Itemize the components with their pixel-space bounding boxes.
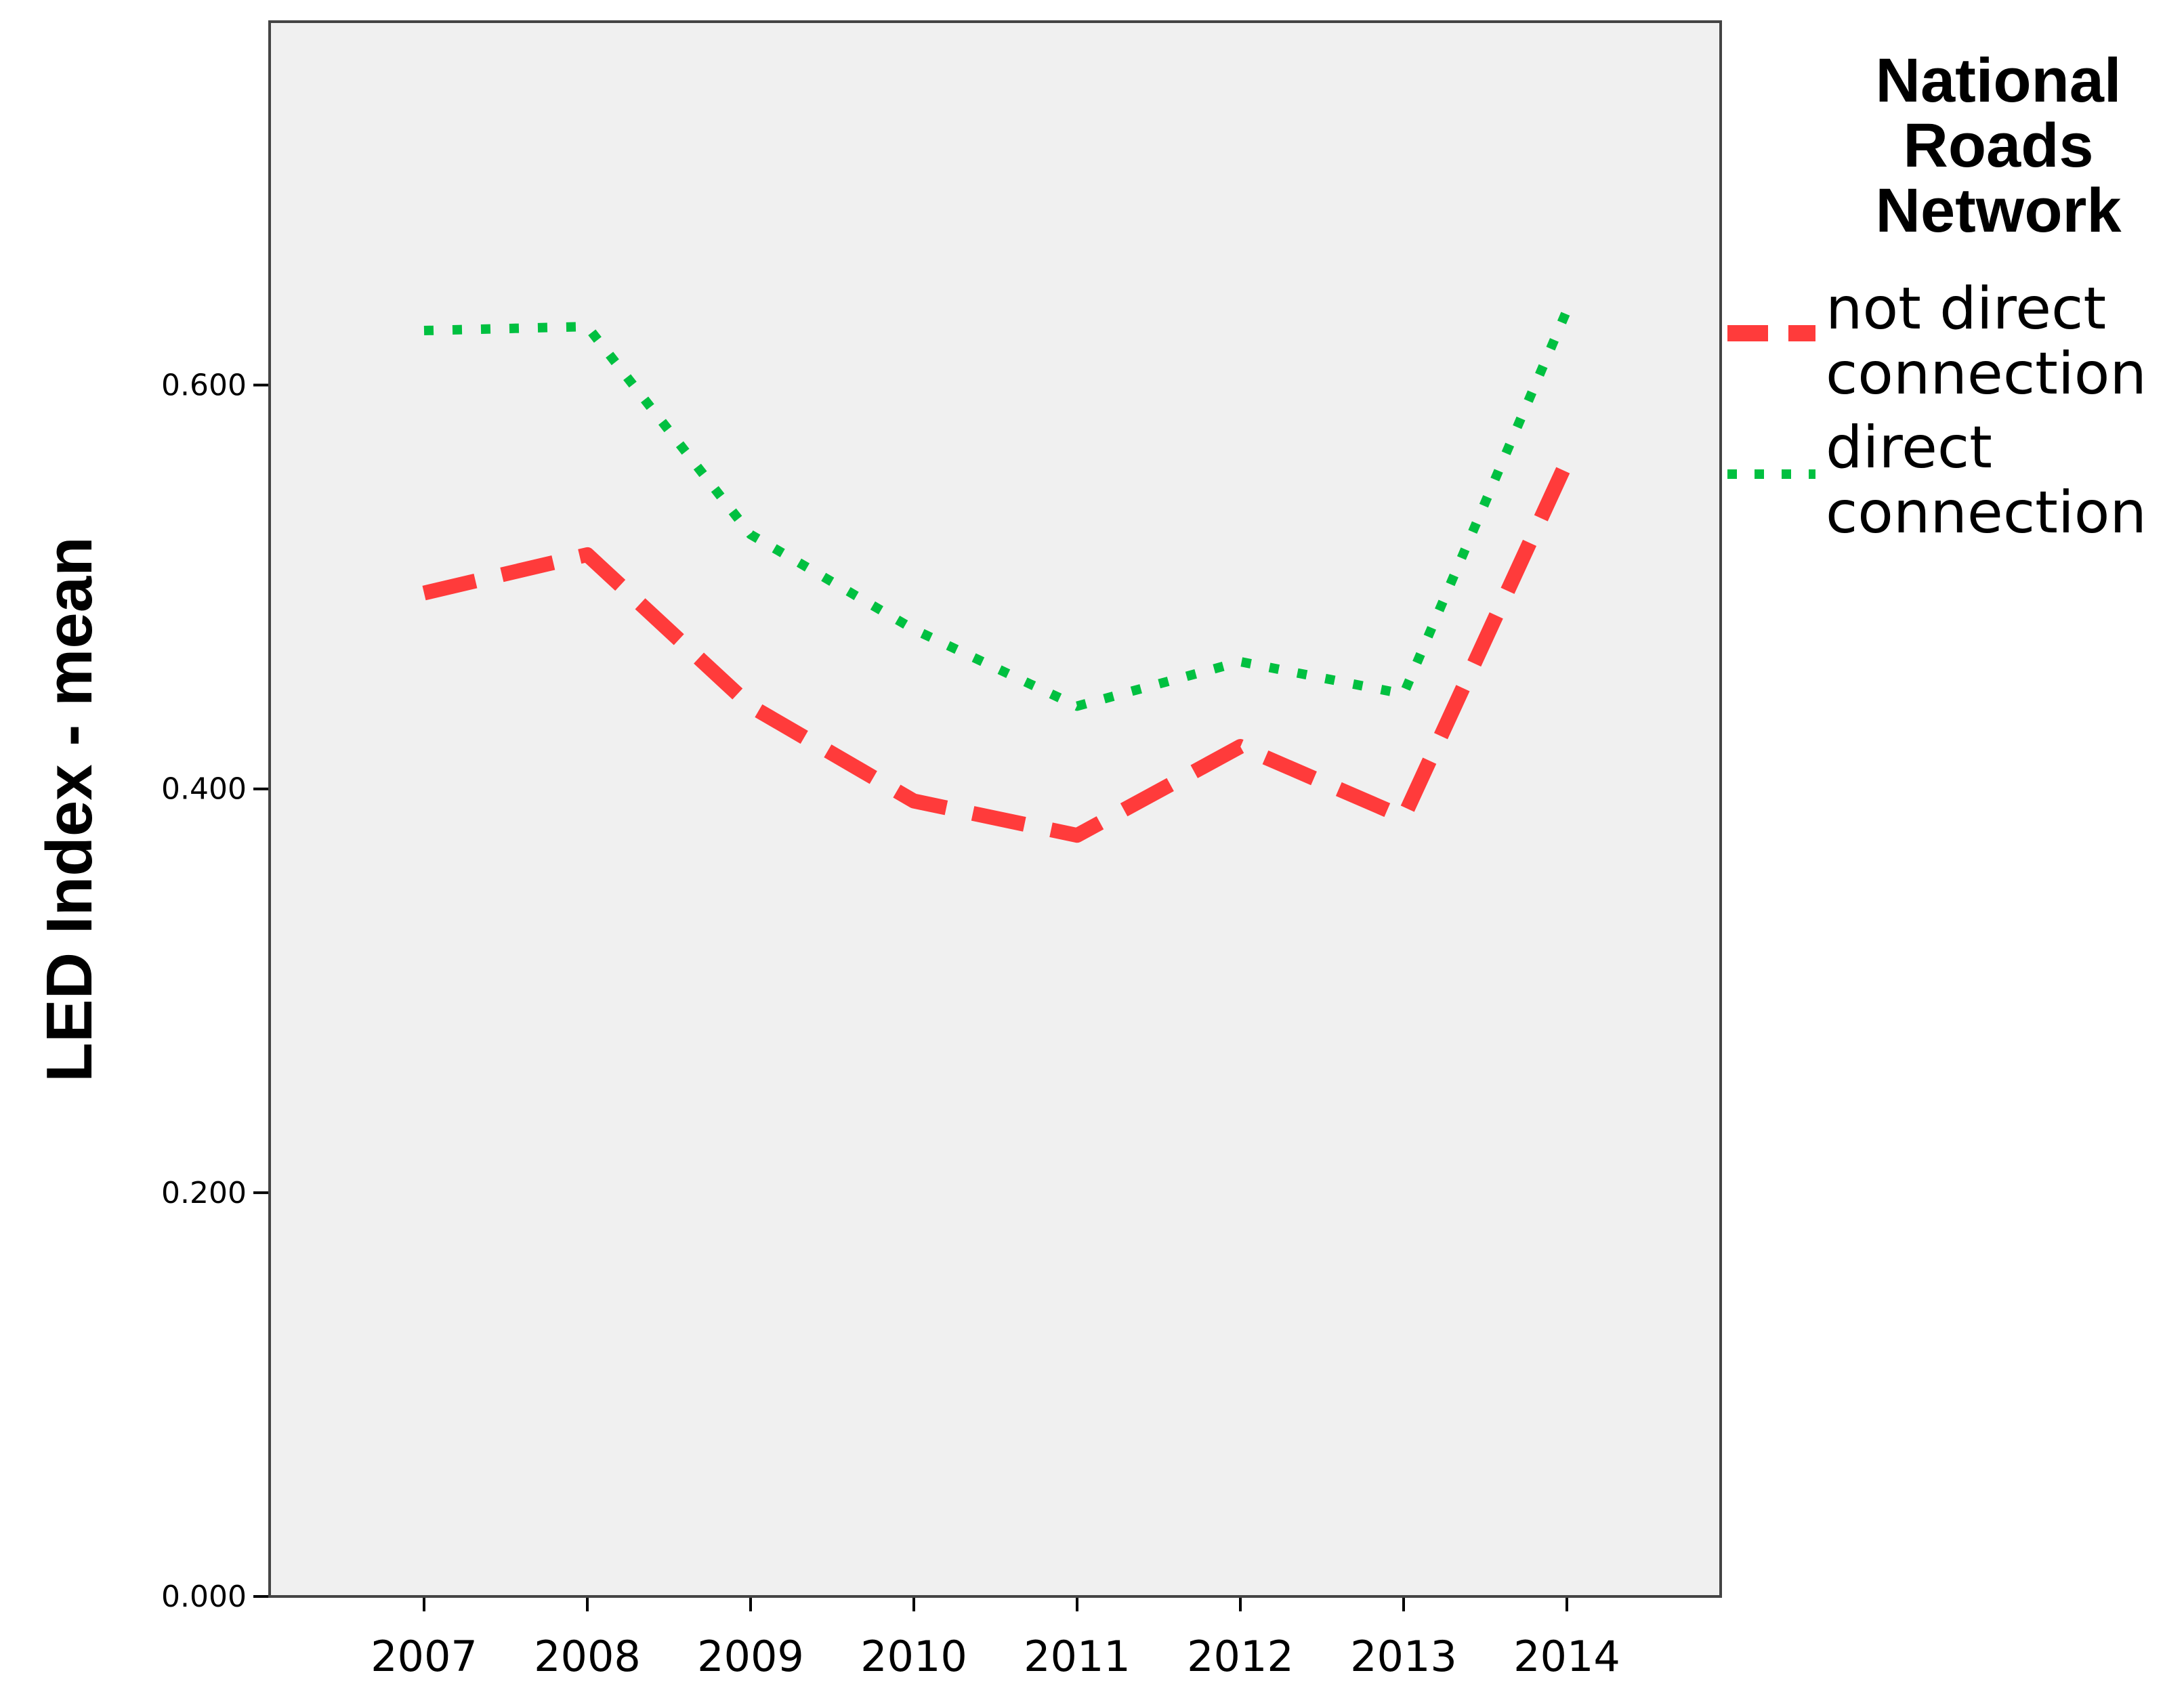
series-lines xyxy=(422,308,1574,843)
x-tick-label: 2009 xyxy=(697,1632,804,1681)
x-tick-label: 2011 xyxy=(1024,1632,1131,1681)
y-tick-label: 0.400 xyxy=(161,772,247,807)
y-axis-label: LED Index - mean xyxy=(33,536,106,1082)
y-axis: 0.000 0.200 0.400 0.600 xyxy=(161,368,270,1614)
x-tick-label: 2010 xyxy=(860,1632,967,1681)
x-tick-label: 2007 xyxy=(371,1632,478,1681)
series-line-direct-connection xyxy=(423,308,1572,711)
x-tick-label: 2013 xyxy=(1350,1632,1457,1681)
legend-title-line: Roads xyxy=(1903,111,2093,180)
legend-label-line: not direct xyxy=(1826,275,2106,343)
series-line-not-direct-connection xyxy=(422,459,1574,843)
legend-label-line: connection xyxy=(1826,340,2147,408)
legend-label-line: connection xyxy=(1826,479,2147,547)
y-tick-label: 0.000 xyxy=(161,1580,247,1614)
x-tick-label: 2008 xyxy=(534,1632,641,1681)
y-tick-label: 0.600 xyxy=(161,368,247,403)
legend-title-line: Network xyxy=(1876,176,2122,245)
legend-title-line: National xyxy=(1876,46,2122,115)
legend-label-line: direct xyxy=(1826,414,1992,482)
x-axis: 2007 2008 2009 2010 2011 2012 2013 2014 xyxy=(371,1596,1620,1681)
plot-area-frame xyxy=(268,20,1722,1598)
y-tick-label: 0.200 xyxy=(161,1176,247,1210)
x-tick-label: 2012 xyxy=(1187,1632,1294,1681)
x-tick-label: 2014 xyxy=(1513,1632,1620,1681)
plot-area-background xyxy=(270,22,1721,1596)
